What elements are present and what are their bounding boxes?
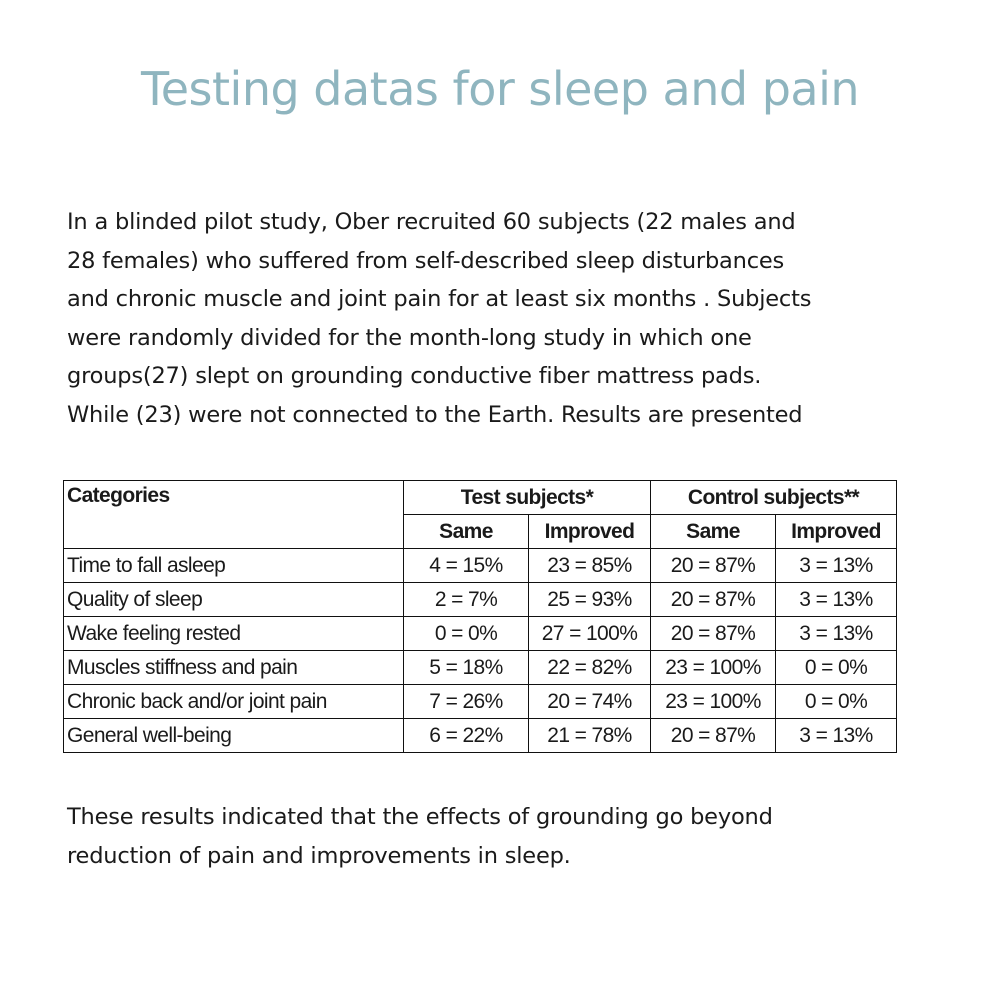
table-row: General well-being 6 = 22% 21 = 78% 20 = 87… — [63, 718, 897, 753]
table-cell: 27 = 100% — [528, 616, 651, 651]
table-row: Wake feeling rested 0 = 0% 27 = 100% 20 = 8… — [63, 616, 897, 651]
table-cell: 4 = 15% — [403, 548, 529, 583]
intro-line: were randomly divided for the month-long… — [67, 324, 752, 351]
table-cell: 0 = 0% — [403, 616, 529, 651]
row-label: General well-being — [63, 718, 404, 753]
table-cell: 23 = 100% — [650, 650, 776, 685]
table-cell: 21 = 78% — [528, 718, 651, 753]
subheader-test-same: Same — [403, 514, 529, 549]
row-label: Wake feeling rested — [63, 616, 404, 651]
table-cell: 0 = 0% — [775, 650, 897, 685]
subheader-control-same: Same — [650, 514, 776, 549]
conclusion-paragraph: These results indicated that the effects… — [67, 798, 773, 875]
table-cell: 23 = 85% — [528, 548, 651, 583]
header-control-subjects: Control subjects** — [650, 480, 897, 515]
header-categories: Categories — [63, 480, 404, 549]
table-cell: 20 = 74% — [528, 684, 651, 719]
header-test-subjects: Test subjects* — [403, 480, 651, 515]
table-row: Time to fall asleep 4 = 15% 23 = 85% 20 = 8… — [63, 548, 897, 583]
table-row: Chronic back and/or joint pain 7 = 26% 20 … — [63, 684, 897, 719]
row-label: Muscles stiffness and pain — [63, 650, 404, 685]
row-label: Quality of sleep — [63, 582, 404, 617]
table-cell: 20 = 87% — [650, 718, 776, 753]
table-cell: 3 = 13% — [775, 616, 897, 651]
table-cell: 20 = 87% — [650, 616, 776, 651]
table-cell: 3 = 13% — [775, 548, 897, 583]
intro-line: 28 females) who suffered from self-descr… — [67, 247, 785, 274]
results-table: Categories Test subjects* Control subjec… — [63, 480, 897, 753]
table-row: Quality of sleep 2 = 7% 25 = 93% 20 = 87% 3 … — [63, 582, 897, 617]
subheader-test-improved: Improved — [528, 514, 651, 549]
table-cell: 2 = 7% — [403, 582, 529, 617]
table-cell: 23 = 100% — [650, 684, 776, 719]
table-cell: 3 = 13% — [775, 718, 897, 753]
intro-line: and chronic muscle and joint pain for at… — [67, 286, 812, 313]
table-cell: 6 = 22% — [403, 718, 529, 753]
conclusion-line: reduction of pain and improvements in sl… — [67, 842, 571, 869]
table-cell: 5 = 18% — [403, 650, 529, 685]
table-cell: 7 = 26% — [403, 684, 529, 719]
table-cell: 22 = 82% — [528, 650, 651, 685]
table-row: Muscles stiffness and pain 5 = 18% 22 = 82… — [63, 650, 897, 685]
subheader-control-improved: Improved — [775, 514, 897, 549]
table-cell: 25 = 93% — [528, 582, 651, 617]
intro-line: groups(27) slept on grounding conductive… — [67, 363, 762, 390]
row-label: Time to fall asleep — [63, 548, 404, 583]
row-label: Chronic back and/or joint pain — [63, 684, 404, 719]
table-cell: 20 = 87% — [650, 582, 776, 617]
page-title: Testing datas for sleep and pain — [140, 62, 860, 116]
table-cell: 0 = 0% — [775, 684, 897, 719]
conclusion-line: These results indicated that the effects… — [67, 804, 773, 830]
table-cell: 3 = 13% — [775, 582, 897, 617]
intro-paragraph: In a blinded pilot study, Ober recruited… — [67, 203, 811, 435]
intro-line: While (23) were not connected to the Ear… — [67, 401, 803, 428]
table-cell: 20 = 87% — [650, 548, 776, 583]
intro-line: In a blinded pilot study, Ober recruited… — [67, 209, 796, 235]
